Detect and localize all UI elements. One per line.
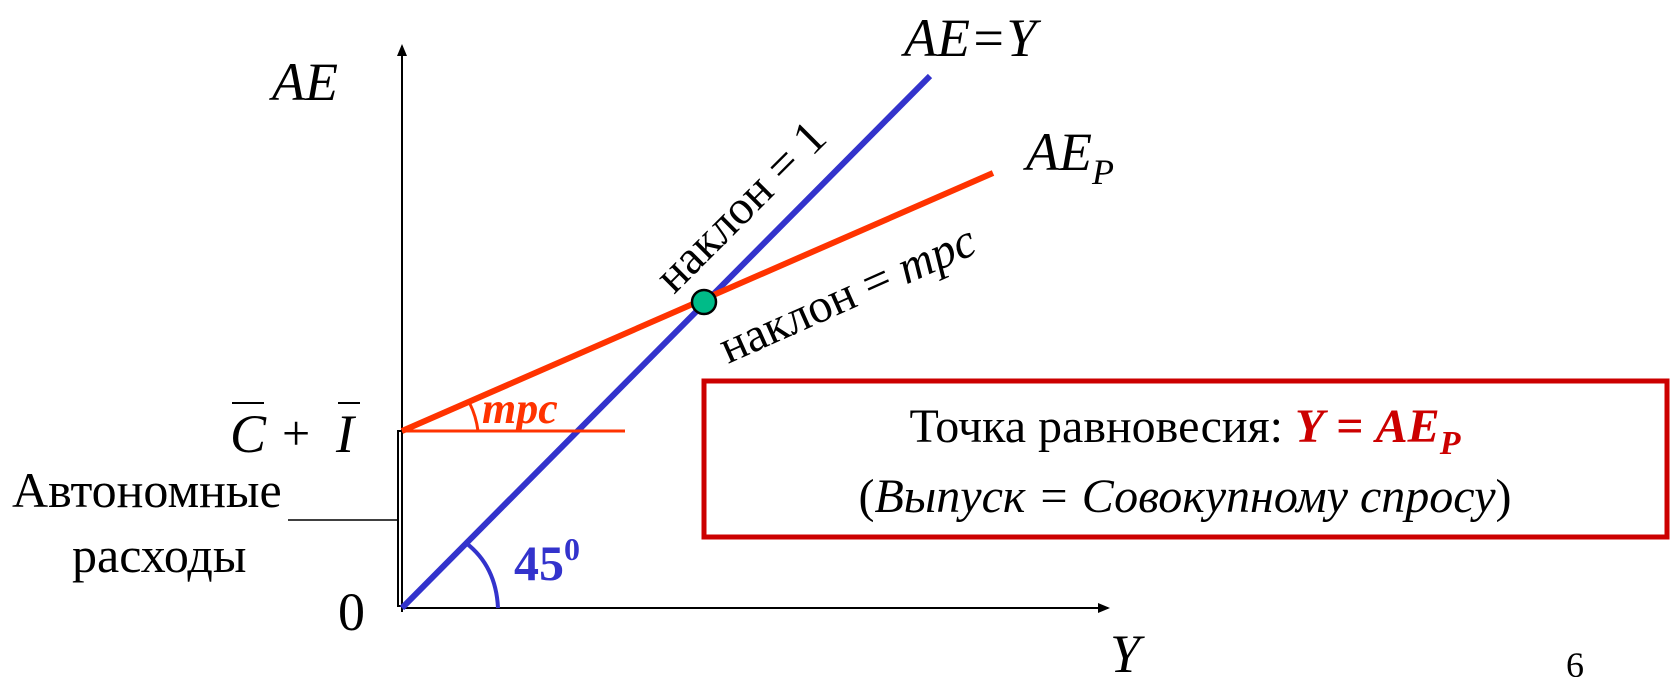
angle-45-arc bbox=[464, 541, 500, 609]
line2-close: ) bbox=[1496, 470, 1512, 523]
equilibrium-point bbox=[690, 288, 718, 316]
line2-text: Выпуск = Совокупному спросу bbox=[874, 470, 1496, 523]
intercept-i: I bbox=[335, 404, 357, 464]
aep-label-sub: P bbox=[1091, 152, 1114, 192]
mpc-angle-label: mpc bbox=[482, 384, 558, 433]
autonomous-label-line2: расходы bbox=[72, 527, 246, 583]
mpc-angle-arc bbox=[468, 403, 480, 432]
formula-sub: P bbox=[1439, 425, 1461, 462]
x-axis-label: Y bbox=[1110, 624, 1145, 677]
intercept-c: C bbox=[230, 404, 267, 464]
equilibrium-line2: (Выпуск = Совокупному спросу) bbox=[858, 470, 1511, 523]
line2-open: ( bbox=[858, 470, 874, 523]
intercept-plus: + bbox=[282, 405, 310, 461]
aep-label: AEP bbox=[1023, 122, 1114, 192]
equilibrium-box bbox=[701, 378, 1670, 540]
line-45-slope-label: наклон = 1 bbox=[644, 110, 836, 302]
origin-label: 0 bbox=[338, 582, 365, 642]
angle-45-sup: 0 bbox=[564, 531, 580, 567]
intercept-label: C + I bbox=[230, 402, 360, 464]
angle-45-value: 45 bbox=[514, 535, 564, 591]
angle-45-label: 450 bbox=[514, 531, 580, 591]
formula-y: Y bbox=[1295, 400, 1328, 453]
page-number: 6 bbox=[1566, 645, 1584, 677]
formula-eq: = bbox=[1324, 400, 1375, 453]
autonomous-label-line1: Автономные bbox=[12, 462, 282, 518]
aep-label-main: AE bbox=[1023, 122, 1092, 182]
line-45-degree bbox=[399, 73, 933, 611]
equilibrium-prefix: Точка равновесия: bbox=[910, 400, 1295, 453]
y-axis-label: AE bbox=[269, 52, 338, 112]
equilibrium-line1: Точка равновесия: Y = AEP bbox=[910, 400, 1461, 462]
line-45-label: AE=Y bbox=[901, 8, 1041, 68]
formula-ae: AE bbox=[1373, 400, 1440, 453]
